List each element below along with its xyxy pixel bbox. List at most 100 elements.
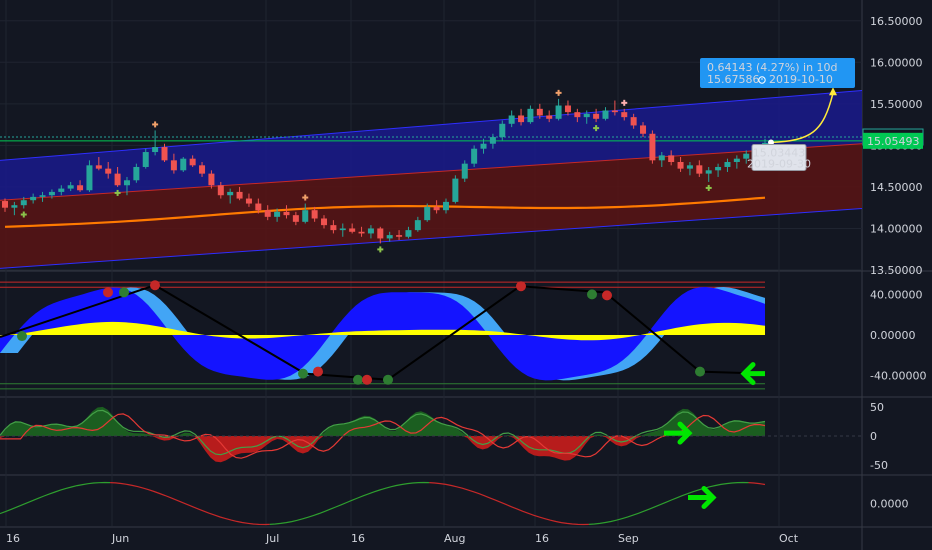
candle-body bbox=[208, 173, 215, 186]
candle-body bbox=[105, 168, 112, 174]
candle[interactable] bbox=[245, 193, 252, 207]
candle[interactable] bbox=[274, 208, 281, 222]
candle[interactable] bbox=[180, 157, 187, 172]
candle[interactable] bbox=[527, 105, 534, 124]
momentum-panel[interactable] bbox=[0, 406, 862, 463]
candle[interactable] bbox=[199, 162, 206, 177]
candle[interactable] bbox=[105, 162, 112, 179]
candle[interactable] bbox=[743, 150, 750, 164]
candle[interactable] bbox=[67, 181, 74, 192]
candle[interactable] bbox=[583, 110, 590, 124]
candle[interactable] bbox=[396, 230, 403, 241]
candle[interactable] bbox=[39, 191, 46, 202]
oscillator-signal-dot bbox=[313, 366, 323, 377]
candle[interactable] bbox=[133, 163, 140, 183]
candle[interactable] bbox=[574, 108, 581, 123]
candle[interactable] bbox=[339, 223, 346, 237]
candle[interactable] bbox=[77, 180, 84, 192]
candle[interactable] bbox=[546, 110, 553, 123]
price-panel[interactable] bbox=[0, 89, 863, 269]
candle[interactable] bbox=[715, 163, 722, 177]
candle[interactable] bbox=[724, 158, 731, 172]
candle[interactable] bbox=[705, 166, 712, 182]
candle[interactable] bbox=[170, 153, 177, 174]
candle-body bbox=[67, 185, 74, 189]
candle[interactable] bbox=[686, 162, 693, 176]
candle[interactable] bbox=[255, 198, 262, 214]
candle[interactable] bbox=[58, 185, 65, 196]
candle[interactable] bbox=[611, 100, 618, 116]
candle[interactable] bbox=[152, 130, 159, 156]
candle[interactable] bbox=[161, 143, 168, 162]
candle[interactable] bbox=[330, 220, 337, 234]
candle[interactable] bbox=[640, 122, 647, 138]
trend-line-segment bbox=[588, 481, 749, 525]
candle[interactable] bbox=[20, 196, 27, 209]
candle-body bbox=[217, 185, 224, 196]
trend-panel[interactable] bbox=[0, 481, 766, 526]
candle[interactable] bbox=[649, 130, 656, 164]
candle[interactable] bbox=[114, 166, 121, 187]
candle-body bbox=[339, 228, 346, 231]
candle[interactable] bbox=[30, 193, 37, 204]
candle[interactable] bbox=[602, 107, 609, 121]
candle[interactable] bbox=[489, 133, 496, 149]
candle[interactable] bbox=[123, 176, 130, 196]
candle[interactable] bbox=[86, 160, 93, 192]
candle[interactable] bbox=[367, 225, 374, 239]
oscillator-signal-dot bbox=[353, 374, 363, 385]
price-axis[interactable]: 16.5000016.0000015.5000015.0000014.50000… bbox=[862, 15, 926, 511]
candle[interactable] bbox=[349, 223, 356, 234]
candle-body bbox=[668, 155, 675, 162]
candle[interactable] bbox=[733, 155, 740, 169]
candle[interactable] bbox=[236, 186, 243, 201]
candle[interactable] bbox=[630, 113, 637, 129]
candle[interactable] bbox=[95, 157, 102, 171]
candle[interactable] bbox=[442, 198, 449, 214]
candle[interactable] bbox=[264, 205, 271, 221]
time-axis[interactable]: 16 Jun Jul 16 Aug 16 Sep Oct bbox=[6, 532, 799, 545]
candle[interactable] bbox=[621, 108, 628, 121]
candle[interactable] bbox=[471, 145, 478, 167]
candle[interactable] bbox=[48, 189, 55, 199]
candle[interactable] bbox=[452, 175, 459, 204]
candle[interactable] bbox=[677, 157, 684, 172]
candle[interactable] bbox=[227, 188, 234, 204]
price-tick-label: 13.50000 bbox=[870, 264, 923, 277]
candle[interactable] bbox=[424, 203, 431, 222]
candle[interactable] bbox=[208, 170, 215, 189]
candle[interactable] bbox=[668, 150, 675, 166]
candle[interactable] bbox=[358, 226, 365, 237]
candle[interactable] bbox=[593, 108, 600, 123]
candle[interactable] bbox=[283, 205, 290, 219]
candle[interactable] bbox=[433, 200, 440, 214]
candle[interactable] bbox=[217, 181, 224, 199]
candle[interactable] bbox=[386, 231, 393, 242]
candle[interactable] bbox=[321, 215, 328, 229]
candle[interactable] bbox=[311, 206, 318, 222]
candle[interactable] bbox=[2, 198, 8, 212]
candle[interactable] bbox=[377, 226, 384, 244]
candle[interactable] bbox=[508, 110, 515, 128]
candle[interactable] bbox=[499, 120, 506, 141]
candle[interactable] bbox=[11, 201, 18, 216]
candle[interactable] bbox=[142, 148, 149, 169]
candle-body bbox=[555, 105, 562, 119]
candle[interactable] bbox=[302, 203, 309, 224]
candle[interactable] bbox=[189, 155, 196, 167]
candle[interactable] bbox=[405, 226, 412, 239]
candle[interactable] bbox=[292, 211, 299, 226]
candle[interactable] bbox=[480, 138, 487, 154]
candle[interactable] bbox=[658, 152, 665, 167]
candle[interactable] bbox=[518, 108, 525, 126]
candle[interactable] bbox=[555, 98, 562, 121]
candle[interactable] bbox=[564, 100, 571, 116]
candle[interactable] bbox=[536, 103, 543, 119]
oscillator-signal-dot bbox=[602, 290, 612, 301]
candle[interactable] bbox=[461, 160, 468, 182]
indicator-price-tag[interactable]: 15.05493 bbox=[863, 132, 923, 149]
candle[interactable] bbox=[696, 160, 703, 177]
candle[interactable] bbox=[414, 216, 421, 232]
oscillator-panel[interactable] bbox=[0, 280, 766, 390]
